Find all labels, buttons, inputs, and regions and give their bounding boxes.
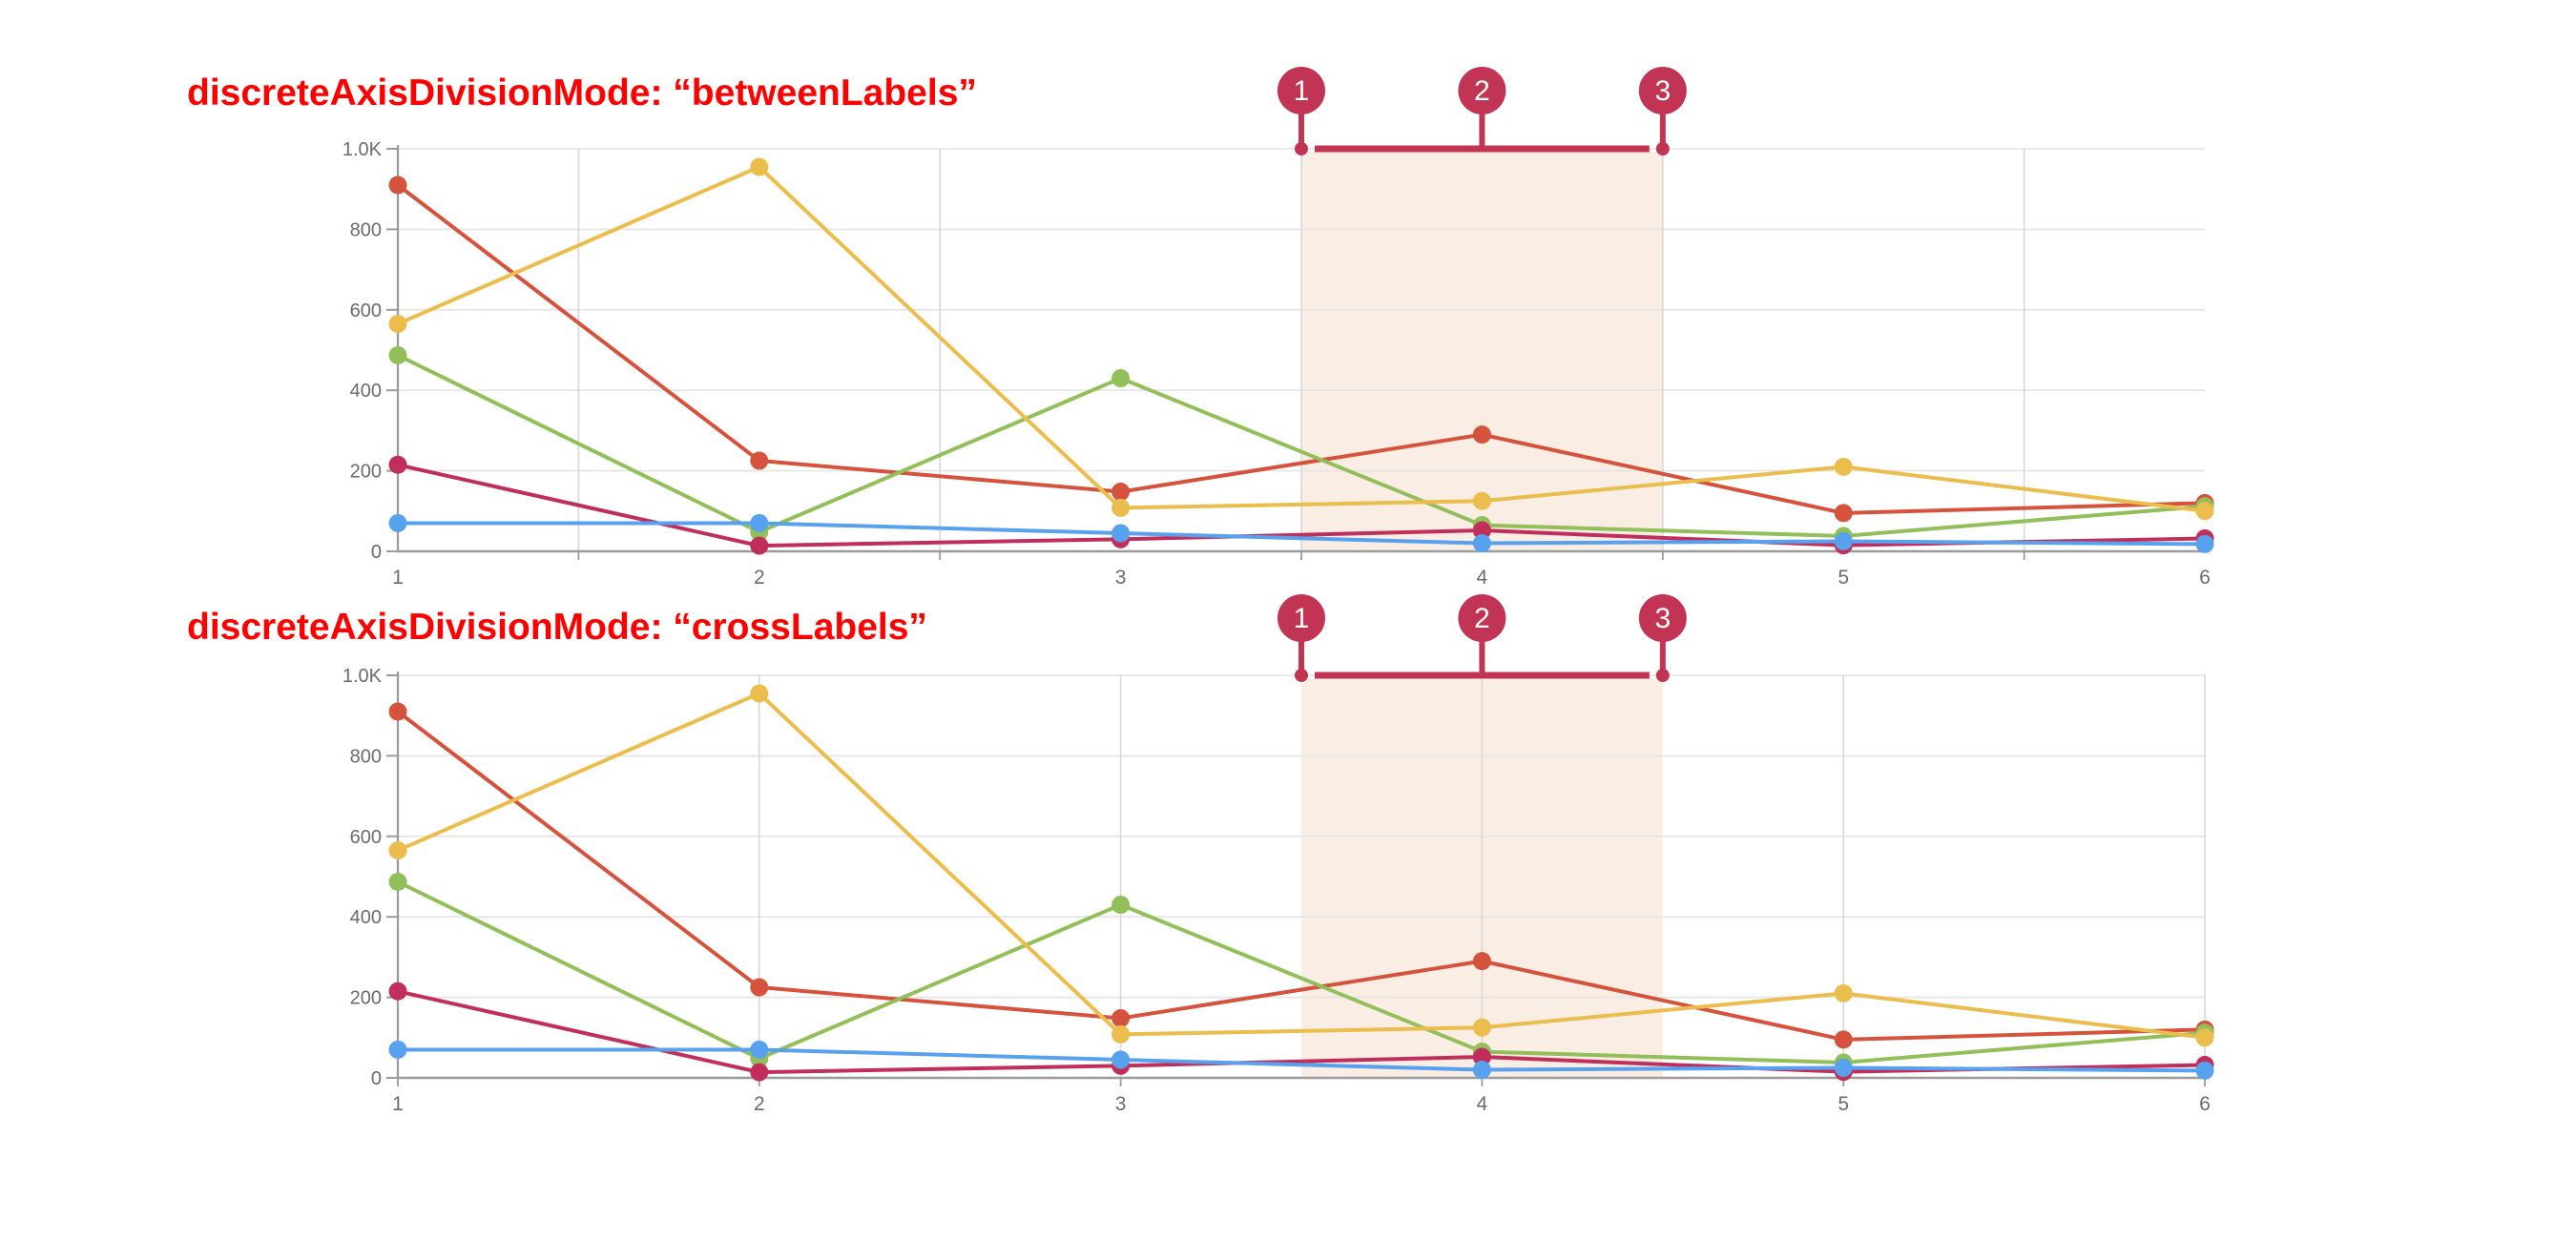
data-point-yellow[interactable] [388,315,407,334]
y-axis-label: 0 [371,542,382,563]
y-axis-label: 200 [350,988,382,1009]
series-line-red [396,709,2207,1042]
marker-pin[interactable] [1458,67,1506,114]
x-axis-label: 2 [754,567,765,589]
data-point-blue[interactable] [2195,1061,2214,1080]
data-point-red[interactable] [1111,483,1131,502]
marker-pin[interactable] [1278,67,1325,114]
marker-pin[interactable] [1638,594,1687,642]
data-point-green[interactable] [388,345,407,364]
marker-pin-label: 3 [1654,75,1671,107]
data-point-red[interactable] [750,451,769,470]
series-line-blue [396,1047,2207,1073]
line-chart-crossLabels: 0 200 400 600 800 1.0K 1 2 3 4 5 6 1 2 3 [343,594,2214,1115]
y-axis-label: 200 [350,462,382,483]
data-point-red[interactable] [1472,425,1491,444]
data-point-blue[interactable] [388,1040,407,1059]
data-point-green[interactable] [388,872,407,891]
series-line-yellow [396,164,2207,513]
series-line-crimson [396,463,2207,548]
y-axis-label: 0 [371,1068,382,1089]
data-point-red[interactable] [388,702,407,721]
highlight-band [1301,152,1663,551]
data-point-blue[interactable] [1111,524,1131,543]
data-point-yellow[interactable] [1111,1024,1131,1044]
data-point-crimson[interactable] [750,536,769,555]
series-line-yellow [396,691,2207,1040]
data-point-crimson[interactable] [388,982,407,1001]
data-point-red[interactable] [388,176,407,195]
data-point-crimson[interactable] [1472,521,1491,540]
marker-pin[interactable] [1458,594,1506,642]
marker-pin-label: 3 [1654,603,1671,634]
data-point-green[interactable] [1111,896,1131,915]
data-point-crimson[interactable] [750,1063,769,1082]
y-axis-label: 400 [350,381,382,402]
data-point-red[interactable] [1834,504,1853,523]
y-axis-label: 1.0K [343,666,383,687]
line-chart-betweenLabels: 0 200 400 600 800 1.0K 1 2 3 4 5 6 1 2 3 [343,67,2214,589]
data-point-yellow[interactable] [388,841,407,860]
data-point-blue[interactable] [750,1040,769,1059]
series-line-green [396,879,2207,1064]
data-point-crimson[interactable] [388,455,407,474]
x-axis-label: 4 [1477,567,1488,589]
series-line-crimson [396,989,2207,1075]
data-point-yellow[interactable] [1834,983,1853,1002]
x-axis-label: 1 [392,1093,404,1115]
data-point-red[interactable] [1472,952,1491,971]
marker-pin-label: 2 [1474,75,1490,107]
data-point-blue[interactable] [750,513,769,532]
data-point-blue[interactable] [2195,534,2214,553]
y-axis-label: 600 [350,300,382,321]
marker-pin[interactable] [1638,67,1687,114]
x-axis-label: 6 [2199,567,2211,589]
y-axis-label: 600 [350,827,382,848]
data-point-yellow[interactable] [1111,498,1131,517]
y-axis-label: 1.0K [343,139,383,160]
x-axis-label: 5 [1838,1093,1849,1115]
data-point-yellow[interactable] [2195,502,2214,521]
x-axis-label: 4 [1477,1093,1488,1115]
data-point-blue[interactable] [1834,531,1853,550]
data-point-blue[interactable] [1834,1058,1853,1077]
data-point-red[interactable] [1834,1030,1853,1049]
marker-pin-label: 1 [1294,603,1310,634]
series-line-blue [396,521,2207,547]
data-point-yellow[interactable] [750,684,769,703]
marker-pin-label: 1 [1294,75,1310,107]
x-axis-label: 2 [754,1093,765,1115]
series-line-green [396,353,2207,538]
data-point-blue[interactable] [1472,1061,1491,1080]
data-point-blue[interactable] [388,513,407,532]
data-point-crimson[interactable] [1472,1047,1491,1066]
data-point-yellow[interactable] [1472,1018,1491,1037]
y-axis-label: 800 [350,219,382,240]
chart-title-betweenLabels: discreteAxisDivisionMode: “betweenLabels… [187,72,977,114]
x-axis-label: 3 [1115,1093,1127,1115]
chart-title-crossLabels: discreteAxisDivisionMode: “crossLabels” [187,607,927,648]
data-point-yellow[interactable] [1472,491,1491,510]
y-axis-label: 400 [350,907,382,928]
x-axis-label: 3 [1115,567,1127,589]
data-point-blue[interactable] [1111,1050,1131,1069]
x-axis-label: 1 [392,567,404,589]
data-point-red[interactable] [750,978,769,997]
y-axis-label: 800 [350,746,382,767]
data-point-yellow[interactable] [1834,457,1853,476]
marker-pin-label: 2 [1474,603,1490,634]
series-line-red [396,182,2207,515]
x-axis-label: 5 [1838,567,1849,589]
data-point-yellow[interactable] [2195,1028,2214,1047]
marker-pin[interactable] [1278,594,1325,642]
data-point-green[interactable] [1111,369,1131,388]
data-point-red[interactable] [1111,1009,1131,1028]
data-point-blue[interactable] [1472,534,1491,553]
data-point-yellow[interactable] [750,157,769,176]
x-axis-label: 6 [2199,1093,2211,1115]
